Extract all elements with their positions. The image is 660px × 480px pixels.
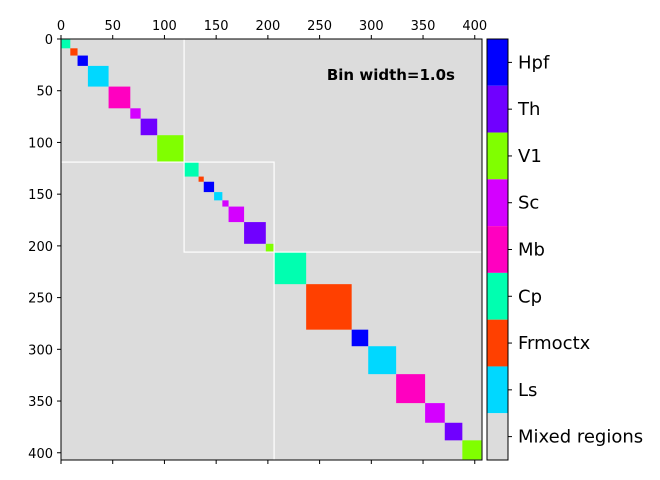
colorbar-swatch-mixed-regions xyxy=(487,413,508,460)
colorbar-swatch-th xyxy=(487,85,508,133)
y-tick-label-300: 300 xyxy=(28,343,53,358)
x-tick-label-200: 200 xyxy=(255,19,280,34)
y-tick-label-400: 400 xyxy=(28,447,53,462)
x-tick-label-150: 150 xyxy=(204,19,229,34)
diagonal-block-th-22 xyxy=(444,422,463,441)
diagonal-block-th-14 xyxy=(244,222,266,244)
diagonal-block-cp-16 xyxy=(274,252,307,285)
colorbar-label-cp: Cp xyxy=(518,286,542,307)
colorbar-swatch-sc xyxy=(487,179,508,227)
category-colorbar: Hpf Th V1 Sc Mb Cp Frmoctx Ls Mixed regions xyxy=(486,38,643,461)
x-tick-label-300: 300 xyxy=(359,19,384,34)
x-tick-label-250: 250 xyxy=(307,19,332,34)
axes: 0 50 100 150 200 250 300 350 400 0 50 100 150 200 250 3… xyxy=(28,19,487,464)
diagonal-block-sc-5 xyxy=(130,108,141,119)
diagonal-block-sc-12 xyxy=(222,200,229,207)
colorbar-swatch-mb xyxy=(487,226,508,273)
diagonal-block-sc-21 xyxy=(425,403,445,423)
y-tick-label-150: 150 xyxy=(28,188,53,203)
diagonal-block-sc-13 xyxy=(228,206,245,223)
plot-frame xyxy=(60,38,483,461)
colorbar-swatch-ls xyxy=(487,366,508,414)
diagonal-block-v1-7 xyxy=(157,135,185,163)
colorbar-label-sc: Sc xyxy=(518,193,539,214)
diagonal-block-mb-4 xyxy=(108,86,131,109)
diagonal-block-v1-15 xyxy=(265,243,275,253)
group-boundary-1 xyxy=(183,161,275,253)
diagonal-block-frmoctx-9 xyxy=(198,176,204,182)
y-tick-label-200: 200 xyxy=(28,240,53,255)
colorbar-swatch-v1 xyxy=(487,132,508,180)
x-tick-label-400: 400 xyxy=(462,19,487,34)
y-tick-label-350: 350 xyxy=(28,395,53,410)
diagonal-block-hpf-18 xyxy=(351,329,369,347)
colorbar-swatch-frmoctx xyxy=(487,319,508,367)
x-tick-label-100: 100 xyxy=(152,19,177,34)
x-tick-label-350: 350 xyxy=(411,19,436,34)
y-tick-label-100: 100 xyxy=(28,136,53,151)
colorbar-label-v1: V1 xyxy=(518,146,542,167)
diagonal-block-hpf-2 xyxy=(77,55,88,66)
diagonal-block-ls-19 xyxy=(368,346,397,375)
diagonal-block-frmoctx-17 xyxy=(306,284,352,330)
diagonal-block-v1-23 xyxy=(462,440,482,460)
colorbar-label-th: Th xyxy=(517,99,540,120)
colorbar-swatch-cp xyxy=(487,272,508,320)
diagonal-block-frmoctx-1 xyxy=(70,48,78,56)
colorbar-swatch-hpf xyxy=(487,39,508,86)
y-tick-label-50: 50 xyxy=(36,85,53,100)
colorbar-label-ls: Ls xyxy=(518,380,537,401)
diagonal-block-cp-8 xyxy=(184,162,199,177)
x-tick-label-50: 50 xyxy=(104,19,121,34)
y-tick-label-0: 0 xyxy=(45,33,53,48)
colorbar-frame xyxy=(486,38,509,461)
y-tick-label-250: 250 xyxy=(28,292,53,307)
matrix-plot-area xyxy=(60,38,483,461)
diagonal-block-hpf-10 xyxy=(203,181,215,193)
diagonal-block-mb-20 xyxy=(396,374,426,404)
diagonal-block-cp-0 xyxy=(61,39,71,49)
diagonal-block-ls-11 xyxy=(214,192,223,201)
colorbar-label-mixed-regions: Mixed regions xyxy=(518,427,643,448)
diagonal-block-th-6 xyxy=(140,118,158,136)
x-tick-label-0: 0 xyxy=(57,19,65,34)
colorbar-label-mb: Mb xyxy=(518,240,545,261)
bin-width-annotation: Bin width=1.0s xyxy=(327,66,455,84)
diagonal-block-ls-3 xyxy=(87,65,109,87)
colorbar-label-hpf: Hpf xyxy=(518,52,550,73)
colorbar-label-frmoctx: Frmoctx xyxy=(518,333,591,354)
